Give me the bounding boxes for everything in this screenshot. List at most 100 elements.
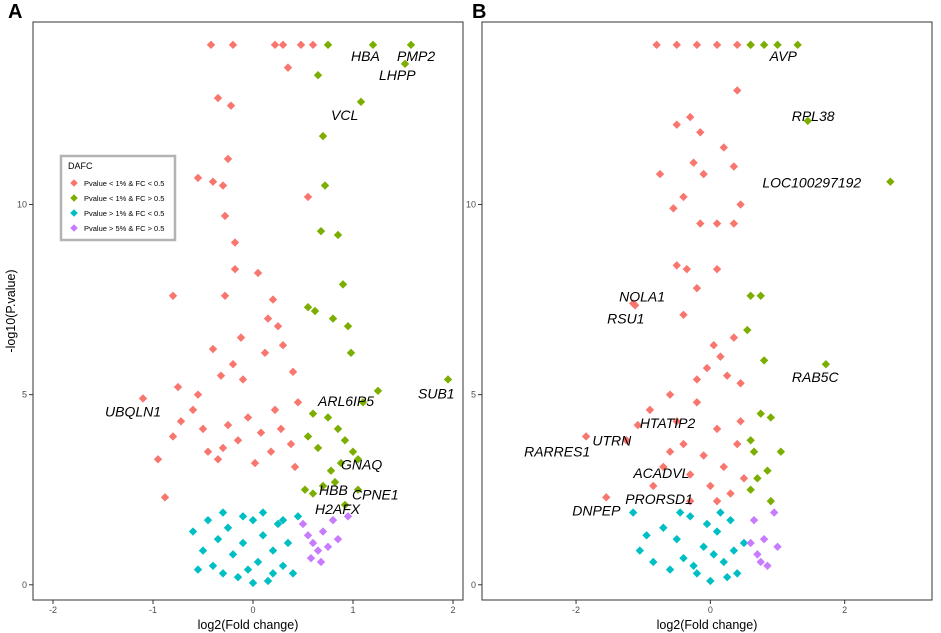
data-point-0-38 bbox=[659, 462, 668, 472]
data-point-0-45 bbox=[286, 439, 296, 449]
data-point-3-4 bbox=[769, 508, 779, 517]
legend-entry-label: Pvalue > 1% & FC < 0.5 bbox=[84, 209, 164, 218]
data-point-2-6 bbox=[672, 534, 681, 544]
data-point-0-17 bbox=[230, 264, 240, 274]
data-point-0-48 bbox=[712, 424, 722, 434]
data-point-1-14 bbox=[343, 322, 353, 331]
data-point-0-0 bbox=[652, 40, 661, 50]
data-point-0-48 bbox=[228, 40, 238, 50]
gene-label-ubqln1: UBQLN1 bbox=[105, 403, 161, 419]
data-point-1-9 bbox=[333, 230, 343, 240]
gene-label-hba: HBA bbox=[351, 48, 380, 64]
data-point-2-27 bbox=[278, 515, 288, 525]
data-point-1-21 bbox=[333, 424, 343, 434]
gene-label-utrn: UTRN bbox=[592, 432, 632, 448]
gene-label-sub1: SUB1 bbox=[418, 385, 455, 401]
data-point-1-1 bbox=[759, 40, 769, 50]
data-point-2-13 bbox=[719, 557, 728, 567]
data-point-0-28 bbox=[283, 63, 293, 72]
data-point-1-10 bbox=[338, 280, 348, 289]
x-tick-label: -2 bbox=[572, 605, 580, 615]
data-point-2-23 bbox=[248, 578, 258, 588]
data-point-0-34 bbox=[233, 436, 243, 445]
data-point-0-19 bbox=[712, 219, 722, 228]
data-point-1-8 bbox=[743, 325, 752, 335]
x-tick-label: -1 bbox=[149, 605, 157, 615]
data-point-0-19 bbox=[238, 375, 248, 384]
data-point-1-2 bbox=[773, 40, 782, 50]
plot-area bbox=[481, 21, 933, 601]
data-point-0-47 bbox=[206, 40, 216, 50]
data-point-2-16 bbox=[273, 519, 283, 529]
data-point-1-16 bbox=[746, 485, 755, 494]
data-point-0-11 bbox=[208, 344, 218, 354]
data-point-0-37 bbox=[645, 405, 655, 415]
data-point-2-1 bbox=[198, 546, 208, 555]
data-point-2-25 bbox=[238, 512, 248, 521]
data-point-0-56 bbox=[736, 417, 745, 426]
data-point-1-13 bbox=[328, 314, 338, 323]
data-point-0-31 bbox=[308, 40, 318, 50]
data-point-0-14 bbox=[223, 154, 233, 164]
y-tick-label: 0 bbox=[471, 580, 476, 590]
data-point-1-33 bbox=[330, 477, 340, 487]
legend-entry-label: Pvalue > 5% & FC > 0.5 bbox=[84, 224, 164, 233]
data-point-1-10 bbox=[821, 360, 831, 369]
data-point-0-39 bbox=[216, 371, 226, 380]
data-point-2-18 bbox=[716, 508, 725, 517]
panel-b: B -2 0 2 0 5 10 log2(Fold change) AVP RPL38 LOC100… bbox=[466, 1, 933, 632]
data-point-0-26 bbox=[679, 310, 688, 320]
legend: DAFC Pvalue < 1% & FC < 0.5 Pvalue < 1% & … bbox=[59, 154, 177, 242]
data-point-0-21 bbox=[168, 291, 178, 300]
data-point-0-17 bbox=[669, 204, 678, 213]
data-point-0-10 bbox=[208, 177, 218, 186]
data-point-3-7 bbox=[763, 561, 772, 570]
data-point-1-0 bbox=[323, 40, 333, 50]
data-point-1-3 bbox=[793, 40, 802, 50]
data-point-0-36 bbox=[633, 420, 643, 430]
data-point-0-45 bbox=[692, 398, 702, 407]
gene-label-vcl: VCL bbox=[331, 107, 358, 123]
data-point-0-40 bbox=[250, 458, 260, 468]
data-point-1-4 bbox=[803, 116, 812, 126]
data-point-1-19 bbox=[749, 447, 759, 456]
data-point-0-3 bbox=[168, 432, 178, 441]
data-point-2-9 bbox=[692, 569, 702, 578]
data-point-0-44 bbox=[276, 424, 286, 434]
data-point-3-6 bbox=[756, 557, 765, 567]
data-point-2-12 bbox=[253, 557, 263, 567]
data-point-0-36 bbox=[223, 420, 233, 430]
data-point-0-51 bbox=[296, 40, 306, 50]
x-tick-label: 0 bbox=[708, 605, 713, 615]
data-point-0-20 bbox=[729, 219, 739, 228]
data-point-0-35 bbox=[622, 436, 631, 445]
data-point-1-17 bbox=[373, 386, 383, 396]
data-point-1-34 bbox=[308, 489, 318, 498]
data-point-3-9 bbox=[343, 512, 353, 521]
data-point-0-15 bbox=[226, 101, 236, 110]
gene-label-lhpp: LHPP bbox=[379, 67, 416, 83]
data-point-3-4 bbox=[318, 527, 328, 536]
data-point-0-8 bbox=[686, 112, 695, 122]
data-point-2-4 bbox=[659, 523, 668, 532]
data-point-1-5 bbox=[313, 71, 323, 80]
data-point-0-10 bbox=[689, 158, 698, 167]
data-point-0-40 bbox=[602, 493, 611, 502]
data-point-1-26 bbox=[336, 458, 346, 468]
data-point-3-0 bbox=[298, 519, 308, 529]
data-point-0-2 bbox=[692, 40, 702, 50]
data-point-0-15 bbox=[679, 192, 688, 202]
data-point-1-6 bbox=[746, 291, 755, 300]
data-point-0-4 bbox=[173, 382, 183, 392]
y-tick-label: 0 bbox=[22, 580, 27, 590]
data-point-1-30 bbox=[353, 485, 363, 494]
data-point-2-22 bbox=[702, 519, 712, 529]
data-point-2-4 bbox=[213, 534, 223, 544]
data-point-0-46 bbox=[699, 451, 708, 460]
data-point-2-13 bbox=[258, 531, 268, 540]
data-point-1-32 bbox=[318, 481, 328, 491]
data-point-1-4 bbox=[356, 97, 366, 107]
data-point-0-34 bbox=[581, 432, 591, 441]
data-point-1-11 bbox=[303, 302, 313, 312]
data-point-2-8 bbox=[686, 512, 695, 521]
